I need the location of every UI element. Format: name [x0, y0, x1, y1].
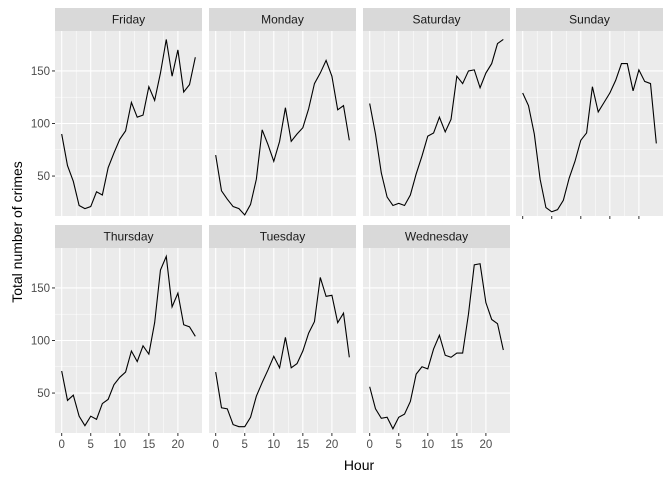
series-line-monday — [215, 58, 350, 216]
facet-strip — [209, 8, 356, 31]
x-tick-label: 0 — [58, 439, 64, 451]
facet-strip-label: Sunday — [569, 13, 610, 27]
y-axis-title: Total number of crimes — [9, 161, 25, 303]
x-tick-label: 0 — [366, 439, 372, 451]
y-tick-label: 50 — [37, 171, 50, 183]
facet-strip — [363, 8, 510, 31]
facet-strip-label: Saturday — [412, 13, 460, 27]
y-tick-label: 150 — [31, 66, 50, 78]
series-line-wednesday — [369, 263, 504, 431]
facet-strip-label: Thursday — [103, 230, 153, 244]
facet-strip-label: Wednesday — [405, 230, 468, 244]
x-tick-label: 10 — [421, 439, 434, 451]
facet-panel-saturday: Saturday — [363, 8, 510, 216]
x-tick-label: 10 — [113, 439, 126, 451]
y-tick-label: 150 — [31, 283, 50, 295]
x-tick-label: 0 — [212, 439, 218, 451]
y-tick-label: 100 — [31, 336, 50, 348]
x-tick-label: 20 — [171, 439, 184, 451]
facet-strip — [55, 225, 202, 248]
facet-panel-monday: Monday — [209, 8, 356, 216]
x-tick-label: 15 — [450, 439, 463, 451]
facet-strip — [516, 8, 663, 31]
x-tick-label: 5 — [396, 439, 402, 451]
series-line-sunday — [522, 63, 657, 213]
series-line-saturday — [369, 38, 504, 207]
facet-panel-tuesday: Tuesday 0 5 10 15 20 — [209, 225, 356, 451]
x-tick-label: 20 — [479, 439, 492, 451]
y-tick-label: 50 — [37, 388, 50, 400]
facet-panel-friday: Friday 50 100 150 — [31, 8, 202, 216]
x-tick-label: 15 — [142, 439, 155, 451]
facet-strip — [55, 8, 202, 31]
x-tick-label: 10 — [267, 439, 280, 451]
x-tick-label: 5 — [88, 439, 94, 451]
x-axis-title: Hour — [344, 457, 375, 473]
facet-panel-thursday: Thursday 50 100 150 0 5 10 15 20 — [31, 225, 202, 451]
facet-panel-sunday: Sunday — [516, 8, 663, 219]
x-tick-label: 15 — [296, 439, 309, 451]
series-line-friday — [61, 39, 196, 210]
facet-strip-label: Monday — [261, 13, 304, 27]
facet-strip — [363, 225, 510, 248]
facet-strip — [209, 225, 356, 248]
facet-strip-label: Tuesday — [260, 230, 306, 244]
x-tick-label: 20 — [325, 439, 338, 451]
x-tick-label: 5 — [242, 439, 248, 451]
series-line-tuesday — [215, 277, 350, 428]
series-line-thursday — [61, 254, 196, 427]
facet-strip-label: Friday — [112, 13, 145, 27]
y-tick-label: 100 — [31, 119, 50, 131]
facet-panel-wednesday: Wednesday 0 5 10 15 20 — [363, 225, 510, 451]
